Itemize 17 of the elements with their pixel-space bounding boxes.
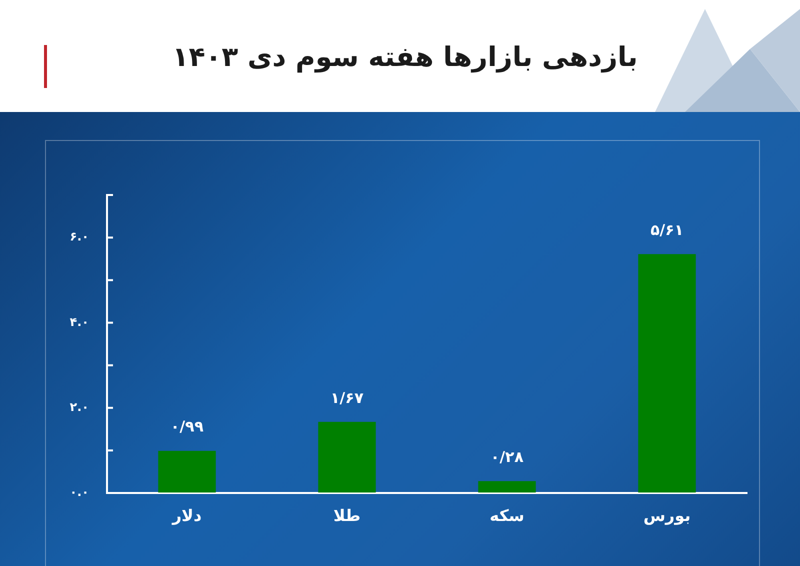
y-tick-label: ۰.۰	[70, 485, 89, 500]
bar	[638, 254, 696, 492]
chart-title: بازدهی بازارها هفته سوم دی ۱۴۰۳	[171, 41, 639, 75]
data-label: ۱/۶۷	[330, 388, 364, 407]
bar	[158, 450, 216, 492]
bar	[318, 422, 376, 492]
bar	[478, 481, 536, 492]
x-tick-label: دلار	[171, 506, 202, 525]
y-tick-label: ۲.۰	[70, 400, 89, 414]
y-tick-label: ۴.۰	[70, 314, 89, 329]
x-tick-label: طلا	[333, 506, 361, 525]
x-tick-label: بورس	[643, 506, 691, 525]
data-label: ۵/۶۱	[650, 221, 684, 240]
y-tick-label: ۶.۰	[70, 230, 89, 244]
x-tick-label: سکه	[490, 506, 524, 525]
data-label: ۰/۲۸	[490, 448, 524, 466]
data-label: ۰/۹۹	[170, 418, 204, 436]
